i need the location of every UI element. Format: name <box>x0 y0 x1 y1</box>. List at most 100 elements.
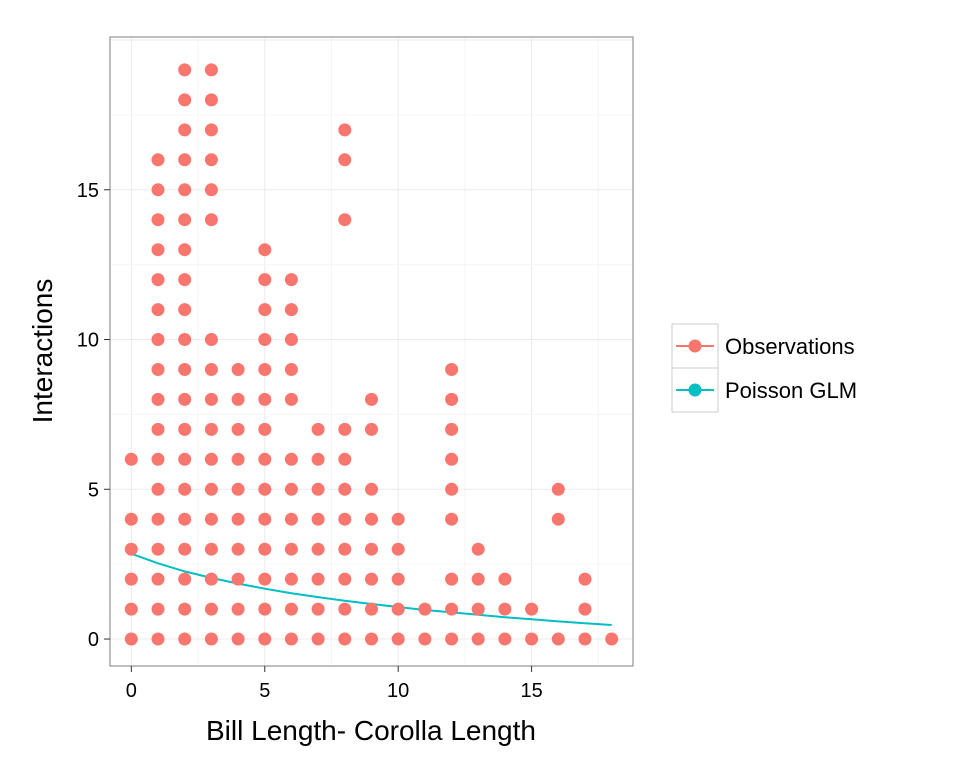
observation-point <box>391 602 405 616</box>
observation-point <box>151 183 165 197</box>
observation-point <box>124 452 138 466</box>
observation-point <box>284 452 298 466</box>
x-tick-label: 15 <box>520 680 542 702</box>
observation-point <box>311 572 325 586</box>
observation-point <box>258 632 272 646</box>
observation-point <box>231 602 245 616</box>
observation-point <box>204 542 218 556</box>
observation-point <box>178 482 192 496</box>
observation-point <box>178 183 192 197</box>
observation-point <box>311 452 325 466</box>
observation-point <box>338 452 352 466</box>
observation-point <box>124 512 138 526</box>
observation-point <box>204 93 218 107</box>
observation-point <box>445 512 459 526</box>
x-axis-title: Bill Length- Corolla Length <box>206 715 536 746</box>
observation-point <box>151 602 165 616</box>
observation-point <box>258 333 272 346</box>
observation-point <box>471 542 485 556</box>
observation-point <box>311 602 325 616</box>
observation-point <box>204 422 218 436</box>
observation-point <box>204 392 218 406</box>
observation-point <box>578 572 592 586</box>
observation-point <box>365 422 378 436</box>
observation-point <box>178 153 192 167</box>
observation-point <box>178 542 192 556</box>
observation-point <box>204 123 218 137</box>
observation-point <box>338 422 352 436</box>
observation-point <box>445 482 459 496</box>
observation-point <box>204 602 218 616</box>
x-tick-label: 5 <box>259 680 270 702</box>
observation-point <box>338 572 352 586</box>
observation-point <box>231 422 245 436</box>
observation-point <box>151 153 165 167</box>
observation-point <box>124 572 138 586</box>
observation-point <box>284 482 298 496</box>
observation-point <box>365 542 378 556</box>
observation-point <box>258 273 272 287</box>
observation-point <box>178 452 192 466</box>
observation-point <box>231 542 245 556</box>
observation-point <box>284 363 298 376</box>
observation-point <box>178 632 192 646</box>
observation-point <box>445 632 459 646</box>
x-axis: 0 5 10 15 <box>126 666 543 702</box>
observation-point <box>311 632 325 646</box>
observation-point <box>178 363 192 376</box>
x-tick-label: 0 <box>126 680 137 702</box>
observation-point <box>365 512 378 526</box>
observation-point <box>204 183 218 197</box>
observation-point <box>258 303 272 317</box>
observation-point <box>605 632 619 646</box>
observation-point <box>498 632 512 646</box>
observation-point <box>525 632 539 646</box>
observation-point <box>258 542 272 556</box>
observation-point <box>204 632 218 646</box>
observation-point <box>284 602 298 616</box>
observation-point <box>284 632 298 646</box>
observation-point <box>338 123 352 137</box>
observation-point <box>498 572 512 586</box>
y-tick-label: 0 <box>88 629 99 651</box>
legend-point-observations <box>688 339 702 353</box>
observation-point <box>178 422 192 436</box>
observation-point <box>284 542 298 556</box>
observation-point <box>178 333 192 346</box>
legend: Observations Poisson GLM <box>671 323 857 413</box>
observation-point <box>151 632 165 646</box>
observation-point <box>258 392 272 406</box>
observation-point <box>365 482 378 496</box>
observation-point <box>204 452 218 466</box>
observation-point <box>578 602 592 616</box>
observation-point <box>151 512 165 526</box>
observation-point <box>311 482 325 496</box>
observation-point <box>231 632 245 646</box>
observation-point <box>258 363 272 376</box>
observation-point <box>338 213 352 227</box>
observation-point <box>231 363 245 376</box>
plot-panel-border <box>109 36 634 667</box>
observation-point <box>178 602 192 616</box>
observation-point <box>311 512 325 526</box>
observation-point <box>551 482 565 496</box>
observation-point <box>204 63 218 77</box>
observation-point <box>391 632 405 646</box>
observation-point <box>151 572 165 586</box>
observation-point <box>338 632 352 646</box>
observation-point <box>231 572 245 586</box>
observation-point <box>204 153 218 167</box>
observation-point <box>204 213 218 227</box>
observation-point <box>498 602 512 616</box>
observation-point <box>231 452 245 466</box>
observation-point <box>258 243 272 257</box>
observation-point <box>365 632 378 646</box>
observation-point <box>365 602 378 616</box>
observation-point <box>178 572 192 586</box>
observation-point <box>151 542 165 556</box>
observation-point <box>151 452 165 466</box>
observation-point <box>151 482 165 496</box>
observation-point <box>391 512 405 526</box>
observation-point <box>124 542 138 556</box>
observation-point <box>338 482 352 496</box>
